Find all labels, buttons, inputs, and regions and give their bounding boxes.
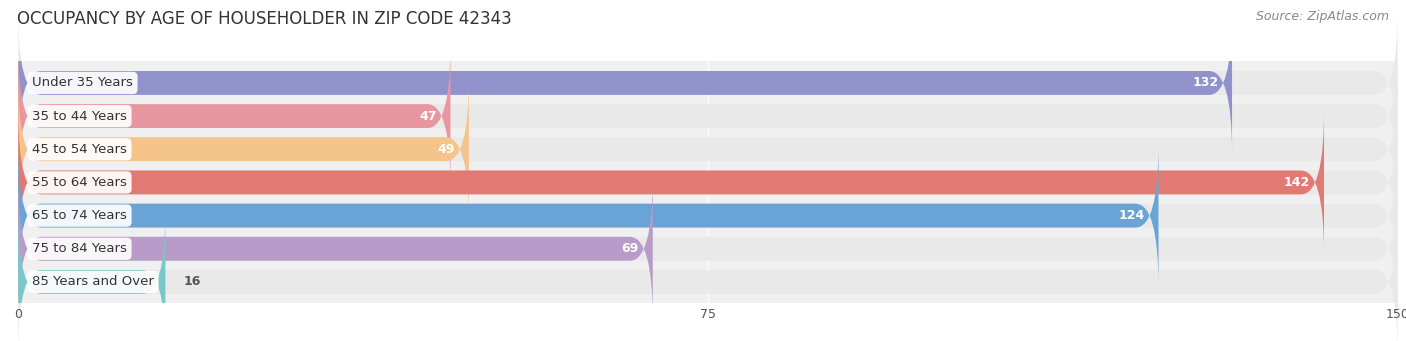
FancyBboxPatch shape — [18, 112, 1398, 253]
FancyBboxPatch shape — [18, 112, 1324, 253]
Text: 45 to 54 Years: 45 to 54 Years — [32, 143, 127, 156]
FancyBboxPatch shape — [18, 78, 1398, 220]
FancyBboxPatch shape — [18, 145, 1398, 286]
Text: 65 to 74 Years: 65 to 74 Years — [32, 209, 127, 222]
Text: 124: 124 — [1118, 209, 1144, 222]
FancyBboxPatch shape — [18, 12, 1232, 154]
Text: 69: 69 — [621, 242, 638, 255]
FancyBboxPatch shape — [18, 78, 468, 220]
Text: 47: 47 — [419, 109, 437, 123]
FancyBboxPatch shape — [18, 178, 1398, 320]
Text: Source: ZipAtlas.com: Source: ZipAtlas.com — [1256, 10, 1389, 23]
FancyBboxPatch shape — [18, 211, 166, 341]
Text: 132: 132 — [1192, 76, 1218, 89]
Text: 16: 16 — [184, 276, 201, 288]
Text: Under 35 Years: Under 35 Years — [32, 76, 134, 89]
Text: 85 Years and Over: 85 Years and Over — [32, 276, 153, 288]
Text: 49: 49 — [437, 143, 456, 156]
FancyBboxPatch shape — [18, 145, 1159, 286]
FancyBboxPatch shape — [18, 211, 1398, 341]
Text: OCCUPANCY BY AGE OF HOUSEHOLDER IN ZIP CODE 42343: OCCUPANCY BY AGE OF HOUSEHOLDER IN ZIP C… — [17, 10, 512, 28]
FancyBboxPatch shape — [18, 12, 1398, 154]
Text: 35 to 44 Years: 35 to 44 Years — [32, 109, 127, 123]
FancyBboxPatch shape — [18, 178, 652, 320]
Text: 75 to 84 Years: 75 to 84 Years — [32, 242, 127, 255]
FancyBboxPatch shape — [18, 45, 450, 187]
Text: 142: 142 — [1284, 176, 1310, 189]
FancyBboxPatch shape — [18, 45, 1398, 187]
Text: 55 to 64 Years: 55 to 64 Years — [32, 176, 127, 189]
